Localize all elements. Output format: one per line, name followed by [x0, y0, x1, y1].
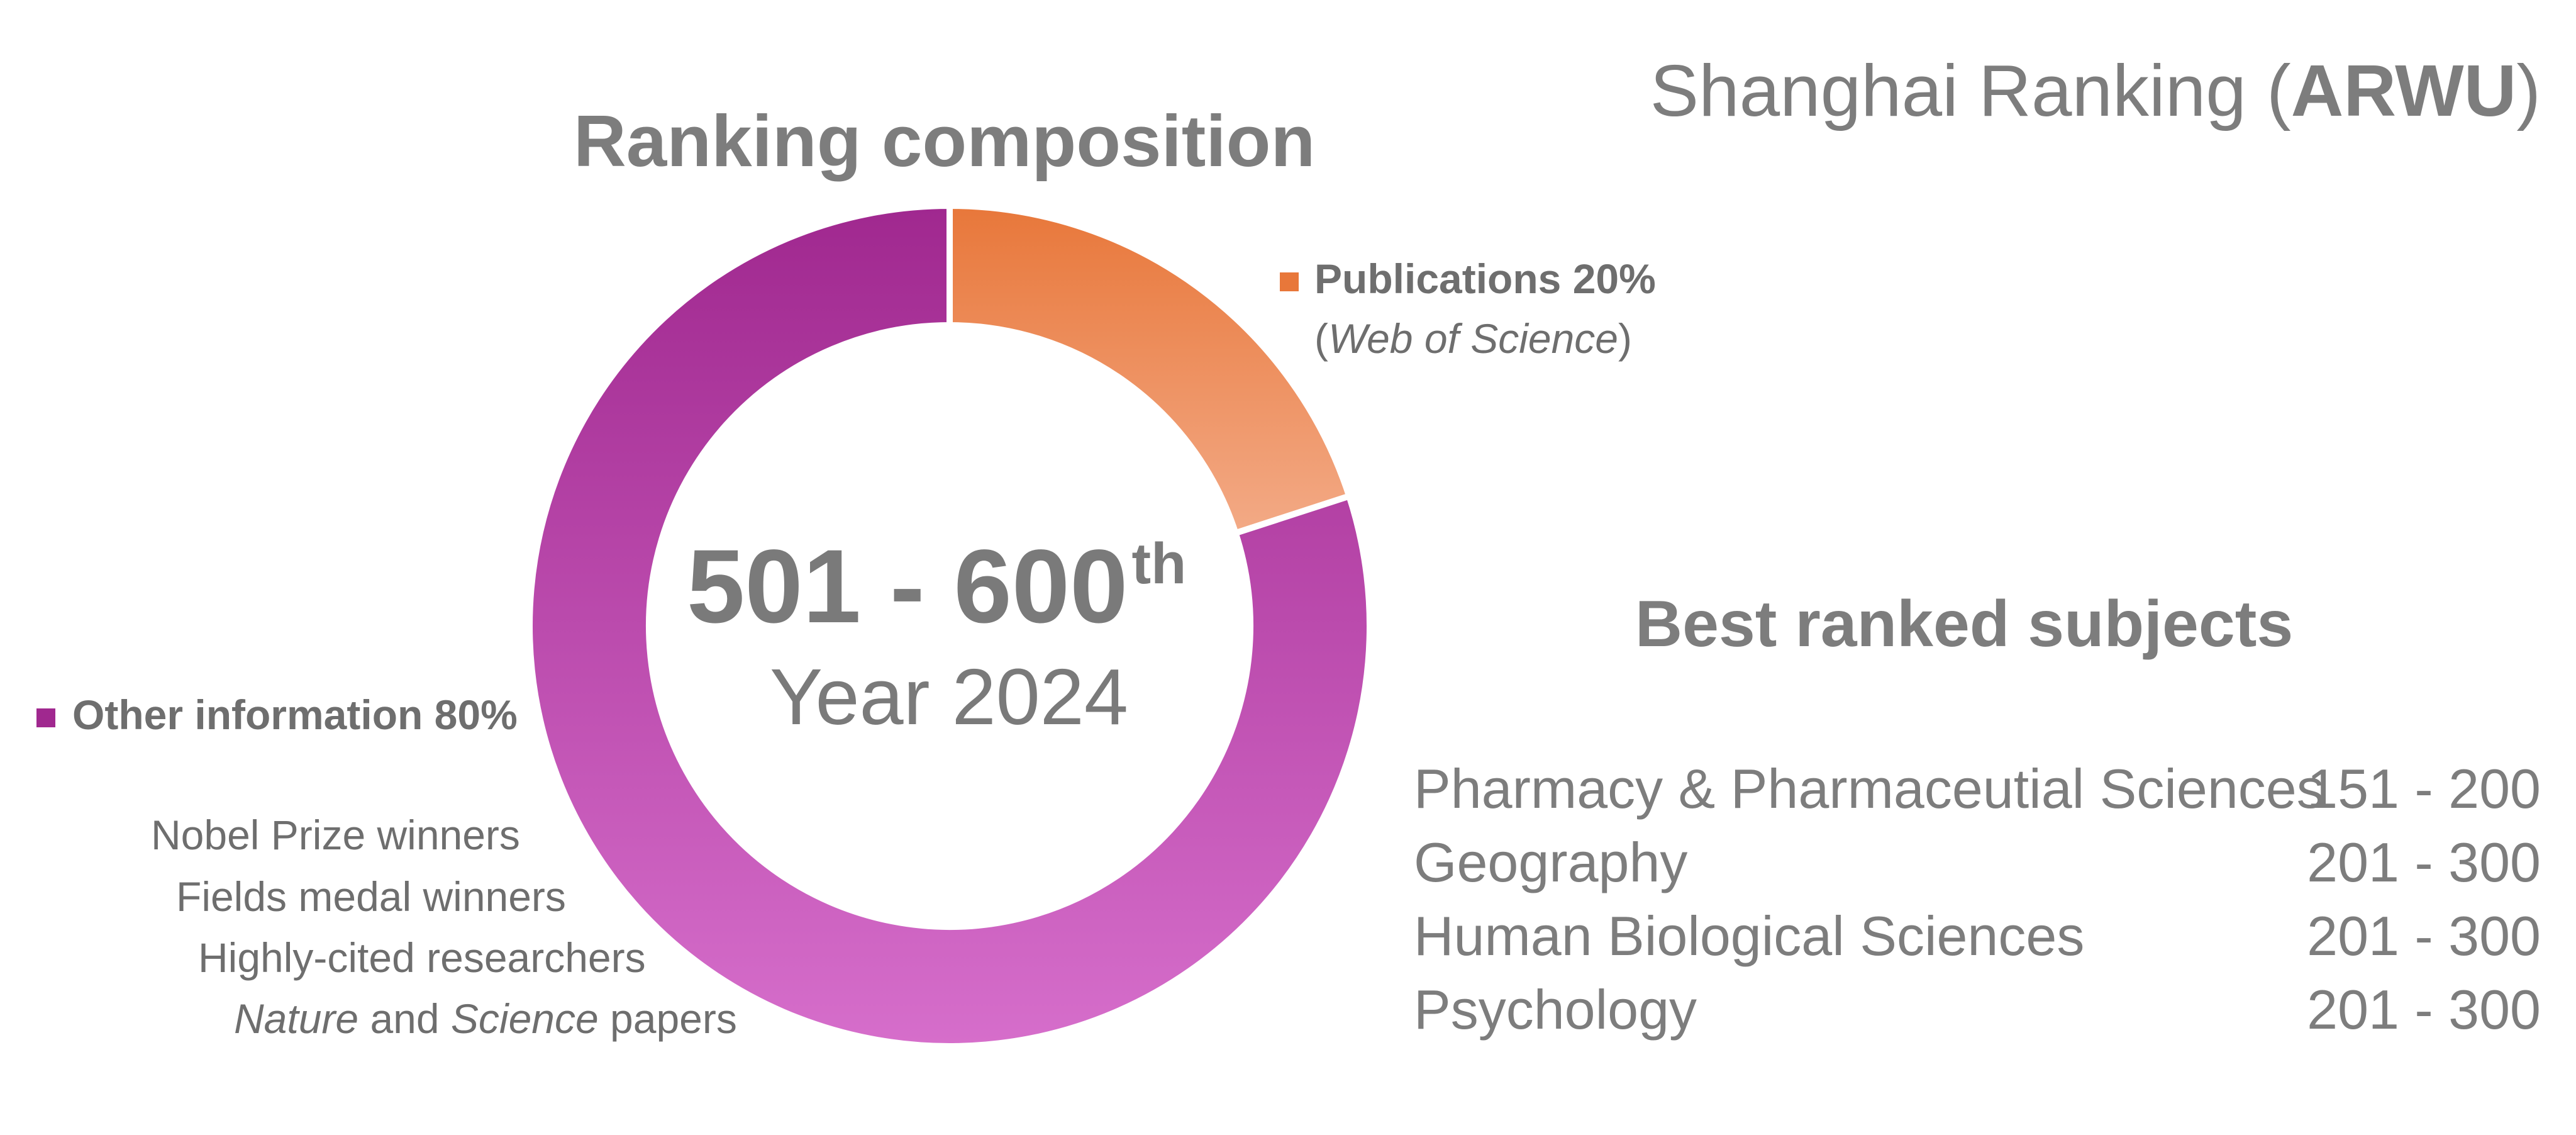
- donut-slice-other-information: [526, 202, 1373, 1049]
- subject-rank: 201 - 300: [2307, 905, 2541, 967]
- rank-range: 501 - 600th: [687, 528, 1187, 645]
- legend-label-publications: Publications 20%: [1314, 255, 1656, 302]
- legend-swatch-publications: [1280, 272, 1299, 291]
- rank-suffix: th: [1131, 532, 1187, 596]
- donut-slice-publications: [947, 202, 1353, 537]
- page-title-acronym: ARWU: [2290, 50, 2517, 131]
- rank-year: Year 2024: [770, 652, 1128, 741]
- legend-note-publications: (Web of Science): [1314, 315, 1633, 362]
- subject-name: Pharmacy & Pharmaceutial Sciences: [1414, 758, 2324, 820]
- detail-highly-cited: Highly-cited researchers: [198, 934, 646, 981]
- subject-rank: 151 - 200: [2307, 758, 2541, 820]
- subject-name: Human Biological Sciences: [1414, 905, 2085, 967]
- subject-rank: 201 - 300: [2307, 978, 2541, 1041]
- subjects-heading: Best ranked subjects: [1635, 588, 2294, 661]
- subject-rank: 201 - 300: [2307, 831, 2541, 893]
- detail-nature-science: Nature and Science papers: [234, 995, 737, 1042]
- page-title: Shanghai Ranking (ARWU): [1650, 50, 2541, 131]
- detail-fields: Fields medal winners: [176, 873, 566, 920]
- detail-nobel: Nobel Prize winners: [151, 812, 520, 858]
- subject-name: Psychology: [1414, 978, 1697, 1041]
- chart-title: Ranking composition: [574, 100, 1316, 182]
- subject-name: Geography: [1414, 831, 1688, 893]
- legend-label-other-information: Other information 80%: [72, 691, 518, 738]
- legend-swatch-other-information: [36, 708, 55, 727]
